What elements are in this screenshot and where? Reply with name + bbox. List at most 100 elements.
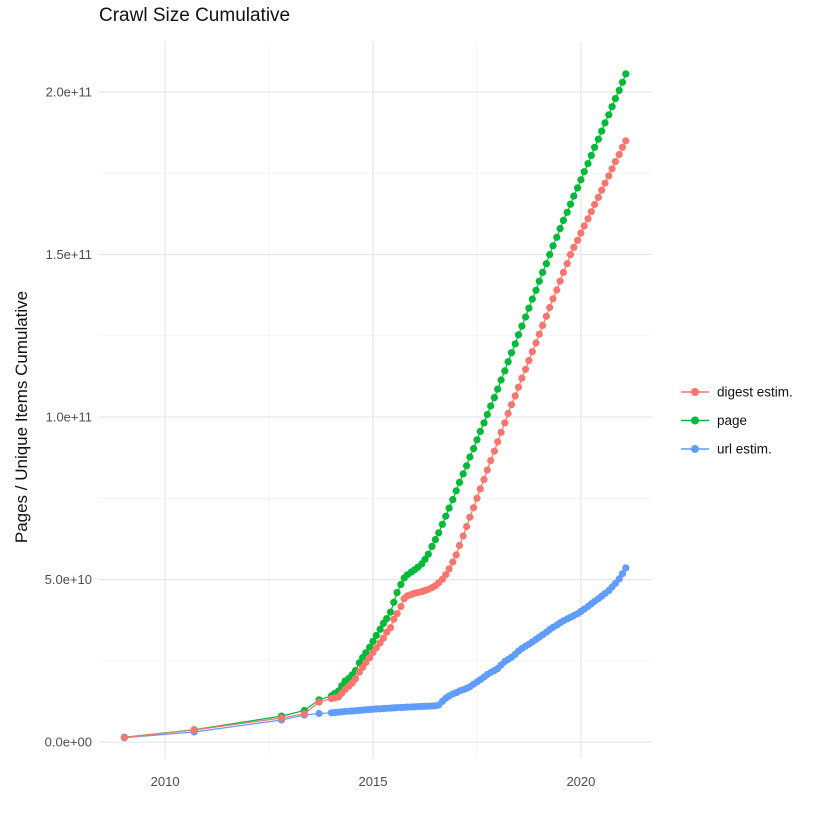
y-tick-label: 2.0e+11 — [46, 85, 92, 100]
data-point-page — [514, 331, 523, 339]
data-point-digest-estim — [539, 321, 547, 329]
data-point-digest-estim — [507, 401, 516, 409]
data-point-page — [362, 649, 370, 657]
data-point-url-estim — [315, 709, 323, 718]
data-point-digest-estim — [470, 504, 478, 512]
data-point-digest-estim — [466, 513, 474, 521]
data-point-digest-estim — [445, 565, 453, 573]
data-point-url-estim — [615, 575, 623, 583]
data-point-page — [369, 637, 377, 645]
data-point-page — [452, 487, 460, 495]
data-point-page — [435, 529, 443, 537]
data-point-page — [539, 268, 547, 276]
data-point-page — [366, 643, 374, 651]
data-point-page — [605, 111, 613, 119]
data-point-digest-estim — [463, 523, 471, 531]
data-point-page — [587, 151, 595, 159]
data-point-page — [522, 313, 530, 321]
data-point-page — [497, 376, 505, 384]
y-tick-label: 5.0e+10 — [45, 572, 92, 587]
data-point-page — [532, 286, 540, 294]
data-point-digest-estim — [535, 330, 543, 338]
data-point-url-estim — [622, 564, 630, 572]
data-point-digest-estim — [476, 485, 484, 493]
data-point-digest-estim — [584, 215, 592, 223]
legend-label: page — [717, 413, 747, 428]
data-point-digest-estim — [528, 348, 536, 356]
data-point-page — [535, 277, 543, 285]
data-point-digest-estim — [563, 260, 571, 268]
x-tick-label: 2015 — [359, 774, 388, 789]
data-point-digest-estim — [587, 208, 595, 216]
data-point-page — [528, 295, 536, 303]
y-tick-label: 1.5e+11 — [46, 247, 92, 262]
data-point-page — [511, 340, 519, 348]
data-point-digest-estim — [459, 532, 467, 540]
data-point-page — [438, 520, 446, 528]
data-point-page — [449, 496, 457, 504]
data-point-digest-estim — [522, 365, 530, 373]
legend-label: url estim. — [717, 442, 772, 457]
data-point-digest-estim — [452, 551, 460, 559]
data-point-page — [580, 168, 588, 176]
data-point-page — [431, 536, 439, 544]
data-point-page — [594, 135, 603, 143]
data-point-digest-estim — [525, 356, 533, 365]
data-point-digest-estim — [605, 172, 613, 180]
data-point-page — [608, 103, 616, 111]
data-point-digest-estim — [277, 714, 286, 722]
data-point-digest-estim — [532, 339, 540, 347]
legend-label: digest estim. — [717, 385, 793, 400]
legend-key-dot — [691, 388, 699, 396]
data-point-page — [372, 631, 380, 640]
data-point-page — [476, 427, 484, 435]
chart-title: Crawl Size Cumulative — [99, 5, 291, 26]
data-point-digest-estim — [315, 698, 323, 706]
legend-item-page: page — [681, 413, 747, 428]
data-point-digest-estim — [449, 558, 457, 566]
data-point-page — [518, 322, 526, 330]
data-point-digest-estim — [518, 374, 526, 382]
data-point-page — [442, 512, 450, 520]
data-point-page — [383, 615, 391, 623]
data-point-digest-estim — [366, 654, 374, 662]
data-point-digest-estim — [455, 541, 464, 550]
data-point-page — [393, 589, 401, 597]
data-point-page — [553, 233, 561, 241]
data-point-digest-estim — [601, 179, 609, 187]
data-point-page — [577, 176, 585, 184]
data-point-digest-estim — [611, 158, 620, 166]
data-point-page — [421, 555, 429, 564]
data-point-page — [566, 200, 575, 208]
data-point-page — [428, 542, 436, 551]
data-point-page — [570, 192, 578, 200]
data-point-digest-estim — [574, 236, 582, 244]
data-point-page — [397, 580, 405, 589]
data-point-page — [466, 453, 474, 461]
legend-item-url-estim: url estim. — [681, 442, 772, 457]
data-point-page — [615, 86, 623, 94]
data-point-page — [559, 216, 568, 224]
data-point-page — [480, 419, 488, 427]
data-point-digest-estim — [397, 602, 405, 611]
data-point-digest-estim — [511, 392, 519, 400]
data-point-digest-estim — [553, 286, 561, 294]
data-point-page — [390, 598, 398, 606]
data-point-digest-estim — [514, 383, 523, 391]
data-point-digest-estim — [615, 150, 623, 159]
data-point-digest-estim — [390, 615, 398, 623]
data-point-digest-estim — [386, 624, 395, 632]
data-point-digest-estim — [591, 200, 599, 209]
data-point-digest-estim — [393, 610, 401, 618]
data-point-digest-estim — [490, 447, 498, 455]
data-point-page — [445, 504, 453, 512]
data-point-url-estim — [618, 570, 627, 578]
legend-item-digest-estim: digest estim. — [681, 385, 793, 400]
data-point-page — [483, 410, 491, 419]
x-tick-label: 2010 — [151, 774, 180, 789]
data-point-digest-estim — [497, 428, 505, 436]
x-tick-label: 2020 — [566, 774, 595, 789]
data-point-page — [459, 470, 467, 478]
data-point-page — [424, 550, 432, 558]
data-point-digest-estim — [542, 312, 551, 320]
